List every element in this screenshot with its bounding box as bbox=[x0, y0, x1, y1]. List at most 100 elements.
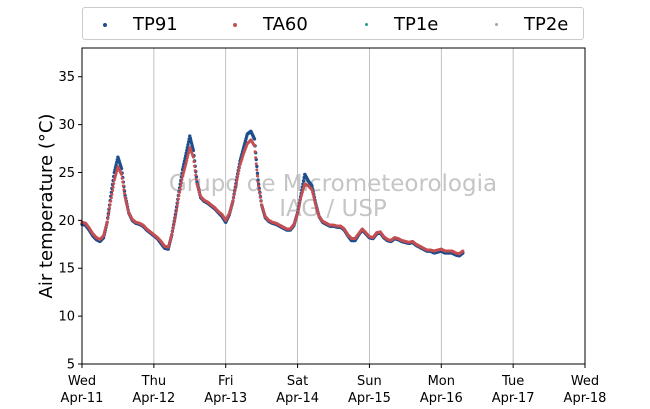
x-tick-date-label: Apr-18 bbox=[564, 391, 607, 406]
x-tick-date-label: Apr-16 bbox=[420, 391, 463, 406]
TP91-point bbox=[252, 137, 257, 141]
x-tick-day-label: Mon bbox=[428, 374, 455, 389]
TA60-point bbox=[237, 166, 241, 170]
TA60-point bbox=[254, 162, 258, 166]
TA60-point bbox=[105, 220, 109, 224]
x-tick-day-label: Wed bbox=[68, 374, 96, 389]
TA60-point bbox=[173, 215, 177, 219]
TA60-point bbox=[170, 233, 174, 237]
TA60-point bbox=[112, 182, 116, 186]
TA60-point bbox=[236, 171, 240, 175]
y-tick-label: 30 bbox=[58, 118, 75, 133]
TA60-point bbox=[125, 203, 129, 207]
TA60-point bbox=[258, 195, 262, 199]
TA60-point bbox=[173, 218, 177, 222]
legend-item-TA60: TA60 bbox=[233, 8, 308, 41]
data-series bbox=[80, 129, 465, 258]
x-tick-day-label: Wed bbox=[571, 374, 599, 389]
TA60-point bbox=[194, 173, 198, 177]
legend-label: TA60 bbox=[263, 14, 308, 35]
TA60-point bbox=[170, 230, 174, 234]
TA60-point bbox=[193, 164, 197, 168]
TA60-point bbox=[177, 193, 181, 197]
TA60-point bbox=[236, 174, 240, 178]
x-tick-date-label: Apr-11 bbox=[61, 391, 104, 406]
plot-area-frame bbox=[81, 47, 586, 365]
x-tick-date-label: Apr-13 bbox=[204, 391, 247, 406]
x-tick-day-label: Sun bbox=[357, 374, 382, 389]
TA60-point bbox=[255, 174, 259, 178]
TA60-point bbox=[121, 180, 125, 184]
TA60-point bbox=[256, 180, 260, 184]
TA60-point bbox=[237, 169, 241, 173]
TA60-point bbox=[461, 249, 465, 253]
legend-label: TP2e bbox=[524, 14, 569, 35]
TA60-point bbox=[178, 190, 182, 194]
TA60-point bbox=[171, 227, 175, 231]
TA60-point bbox=[109, 199, 113, 203]
TA60-point bbox=[233, 186, 237, 190]
TA60-point bbox=[234, 180, 238, 184]
TA60-point bbox=[296, 209, 300, 213]
TA60-point bbox=[107, 210, 111, 214]
TP91-point bbox=[185, 148, 189, 153]
TA60-point bbox=[178, 187, 182, 191]
y-axis-label: Air temperature (°C) bbox=[36, 114, 57, 299]
TA60-point bbox=[255, 168, 259, 172]
TA60-point bbox=[253, 150, 257, 154]
TA60-point bbox=[108, 206, 112, 210]
TA60-point bbox=[124, 198, 128, 202]
legend: TP91 TA60 TP1e TP2e bbox=[82, 7, 584, 40]
TA60-point bbox=[192, 160, 196, 164]
TA60-point bbox=[299, 197, 303, 201]
TA60-point bbox=[185, 158, 189, 162]
TA60-point bbox=[180, 178, 184, 182]
TA60-point bbox=[312, 197, 316, 201]
x-tick-date-label: Apr-12 bbox=[132, 391, 175, 406]
TA60-point bbox=[172, 221, 176, 225]
TA60-point bbox=[176, 200, 180, 204]
legend-item-TP1e: TP1e bbox=[365, 8, 438, 41]
TA60-point bbox=[126, 208, 130, 212]
legend-item-TP91: TP91 bbox=[103, 8, 178, 41]
TP91-point bbox=[186, 143, 190, 147]
y-tick-label: 5 bbox=[67, 358, 75, 373]
TA60-point bbox=[175, 204, 179, 208]
TA60-point bbox=[296, 212, 300, 216]
legend-marker bbox=[233, 22, 237, 27]
x-tick-day-label: Sat bbox=[287, 374, 308, 389]
legend-label: TP91 bbox=[133, 14, 178, 35]
TP91-point bbox=[255, 171, 260, 175]
legend-marker bbox=[495, 23, 498, 26]
TA60-point bbox=[252, 144, 256, 148]
TA60-point bbox=[297, 203, 301, 207]
TA60-point bbox=[233, 190, 237, 194]
TA60-point bbox=[298, 200, 302, 204]
TA60-point bbox=[311, 190, 315, 194]
TA60-point bbox=[174, 211, 178, 215]
y-tick-label: 25 bbox=[58, 166, 75, 181]
x-tick-date-label: Apr-14 bbox=[276, 391, 319, 406]
TA60-point bbox=[123, 192, 127, 196]
legend-label: TP1e bbox=[394, 14, 439, 35]
TA60-point bbox=[179, 181, 183, 185]
TA60-point bbox=[231, 199, 235, 203]
axes: 5 10 15 20 25 30 35 Wed Apr-11 Thu Apr-12 Fri Apr-13… bbox=[58, 70, 606, 406]
x-tick-day-label: Thu bbox=[141, 374, 166, 389]
TA60-point bbox=[297, 206, 301, 210]
TP91-point bbox=[185, 145, 190, 150]
TA60-point bbox=[120, 172, 124, 176]
y-tick-label: 35 bbox=[58, 70, 75, 85]
TA60-point bbox=[191, 155, 195, 159]
TA60-point bbox=[176, 197, 180, 201]
TA60-point bbox=[124, 200, 128, 204]
TA60-point bbox=[122, 188, 126, 192]
TA60-point bbox=[120, 176, 124, 180]
legend-item-TP2e: TP2e bbox=[495, 8, 568, 41]
TA60-point bbox=[254, 156, 258, 160]
TA60-point bbox=[193, 169, 197, 173]
TA60-point bbox=[172, 224, 176, 228]
y-tick-label: 20 bbox=[58, 214, 75, 229]
TA60-point bbox=[175, 208, 179, 212]
y-tick-label: 10 bbox=[58, 310, 75, 325]
